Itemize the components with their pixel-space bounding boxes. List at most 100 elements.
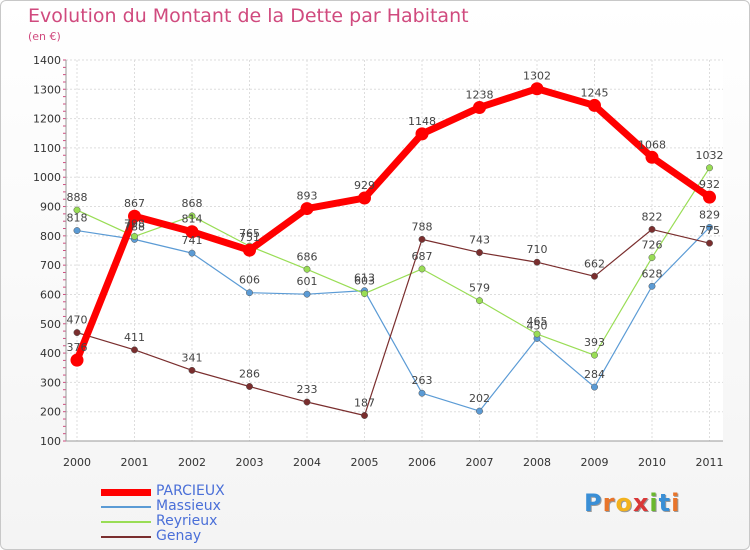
- logo-letter: i: [671, 489, 681, 517]
- x-tick-label: 2000: [63, 456, 91, 469]
- data-point: [73, 206, 81, 214]
- data-point: [648, 282, 656, 290]
- data-label: 829: [699, 208, 720, 221]
- data-label: 606: [239, 274, 260, 287]
- y-tick-label: 100: [40, 435, 61, 448]
- data-point: [588, 98, 601, 112]
- logo-letter: o: [615, 489, 633, 517]
- y-tick-label: 400: [40, 347, 61, 360]
- chart-subtitle: (en €): [28, 30, 61, 43]
- data-point: [703, 190, 716, 204]
- data-point: [361, 412, 368, 419]
- data-point: [706, 223, 713, 231]
- data-point: [645, 150, 659, 164]
- data-point: [533, 258, 541, 266]
- data-label: 393: [584, 336, 605, 349]
- data-point: [188, 366, 196, 374]
- legend-label: Reyrieux: [156, 513, 218, 529]
- data-point: [476, 297, 483, 305]
- data-point: [418, 389, 426, 397]
- data-point: [706, 239, 713, 247]
- data-point: [418, 235, 426, 243]
- data-label: 893: [297, 190, 318, 203]
- data-point: [73, 329, 81, 337]
- data-label: 741: [182, 234, 203, 247]
- data-point: [70, 353, 84, 367]
- data-label: 450: [527, 319, 548, 332]
- data-label: 376: [67, 341, 88, 354]
- data-label: 628: [642, 267, 663, 280]
- data-point: [185, 225, 199, 239]
- data-label: 601: [297, 275, 318, 288]
- data-point: [358, 191, 371, 205]
- plot-area: [66, 60, 723, 441]
- y-tick-label: 700: [40, 259, 61, 272]
- data-point: [530, 82, 544, 96]
- data-point: [128, 209, 141, 223]
- x-tick-label: 2007: [466, 456, 494, 469]
- data-label: 286: [239, 367, 260, 380]
- data-label: 868: [182, 197, 203, 210]
- data-label: 814: [182, 213, 203, 226]
- y-tick-label: 1100: [33, 142, 61, 155]
- x-tick-label: 2005: [351, 456, 379, 469]
- y-tick-label: 900: [40, 201, 61, 214]
- data-label: 202: [469, 392, 490, 405]
- data-label: 818: [67, 212, 88, 225]
- legend-swatch: [101, 506, 151, 508]
- data-label: 187: [354, 397, 375, 410]
- data-point: [648, 225, 656, 233]
- legend-label: Massieux: [156, 498, 221, 514]
- x-tick-label: 2009: [581, 456, 609, 469]
- data-point: [591, 383, 598, 391]
- data-label: 743: [469, 234, 490, 247]
- series-line-genay: [76, 228, 710, 417]
- y-tick-label: 200: [40, 406, 61, 419]
- data-label: 822: [642, 210, 663, 223]
- data-label: 1148: [408, 115, 436, 128]
- data-point: [188, 212, 196, 220]
- data-label: 932: [699, 178, 720, 191]
- chart-title: Evolution du Montant de la Dette par Hab…: [28, 5, 469, 27]
- x-tick-label: 2004: [293, 456, 321, 469]
- legend-label: Genay: [156, 528, 202, 544]
- legend-label: PARCIEUX: [156, 483, 225, 499]
- data-label: 603: [354, 275, 375, 288]
- data-point: [188, 249, 196, 257]
- y-tick-label: 500: [40, 318, 61, 331]
- y-tick-label: 600: [40, 288, 61, 301]
- data-point: [131, 232, 138, 240]
- logo-letter: t: [658, 489, 672, 517]
- data-label: 1238: [466, 88, 494, 101]
- data-label: 798: [124, 217, 145, 230]
- data-point: [303, 290, 311, 298]
- data-label: 1068: [638, 138, 666, 151]
- y-tick-label: 1200: [33, 113, 61, 126]
- data-point: [361, 290, 368, 298]
- data-label: 1245: [581, 86, 609, 99]
- data-point: [473, 100, 486, 114]
- data-label: 263: [412, 374, 433, 387]
- data-label: 867: [124, 197, 145, 210]
- x-tick-label: 2003: [236, 456, 264, 469]
- x-tick-label: 2010: [638, 456, 666, 469]
- logo-letter: x: [632, 489, 650, 517]
- data-label: 775: [699, 224, 720, 237]
- data-label: 726: [642, 239, 663, 252]
- data-point: [533, 330, 541, 338]
- data-label: 284: [584, 368, 605, 381]
- series-line-massieux: [76, 226, 710, 412]
- series-line-reyrieux: [76, 167, 711, 356]
- legend-swatch: [101, 536, 151, 538]
- data-label: 788: [124, 220, 145, 233]
- data-point: [300, 202, 314, 216]
- data-point: [131, 346, 138, 354]
- proxiti-logo: Proxiti: [584, 489, 680, 517]
- y-tick-label: 800: [40, 230, 61, 243]
- logo-letter: r: [602, 489, 616, 517]
- data-label: 470: [67, 314, 88, 327]
- data-point: [246, 289, 253, 297]
- y-tick-label: 1300: [33, 83, 61, 96]
- data-label: 765: [239, 227, 260, 240]
- data-label: 888: [67, 191, 88, 204]
